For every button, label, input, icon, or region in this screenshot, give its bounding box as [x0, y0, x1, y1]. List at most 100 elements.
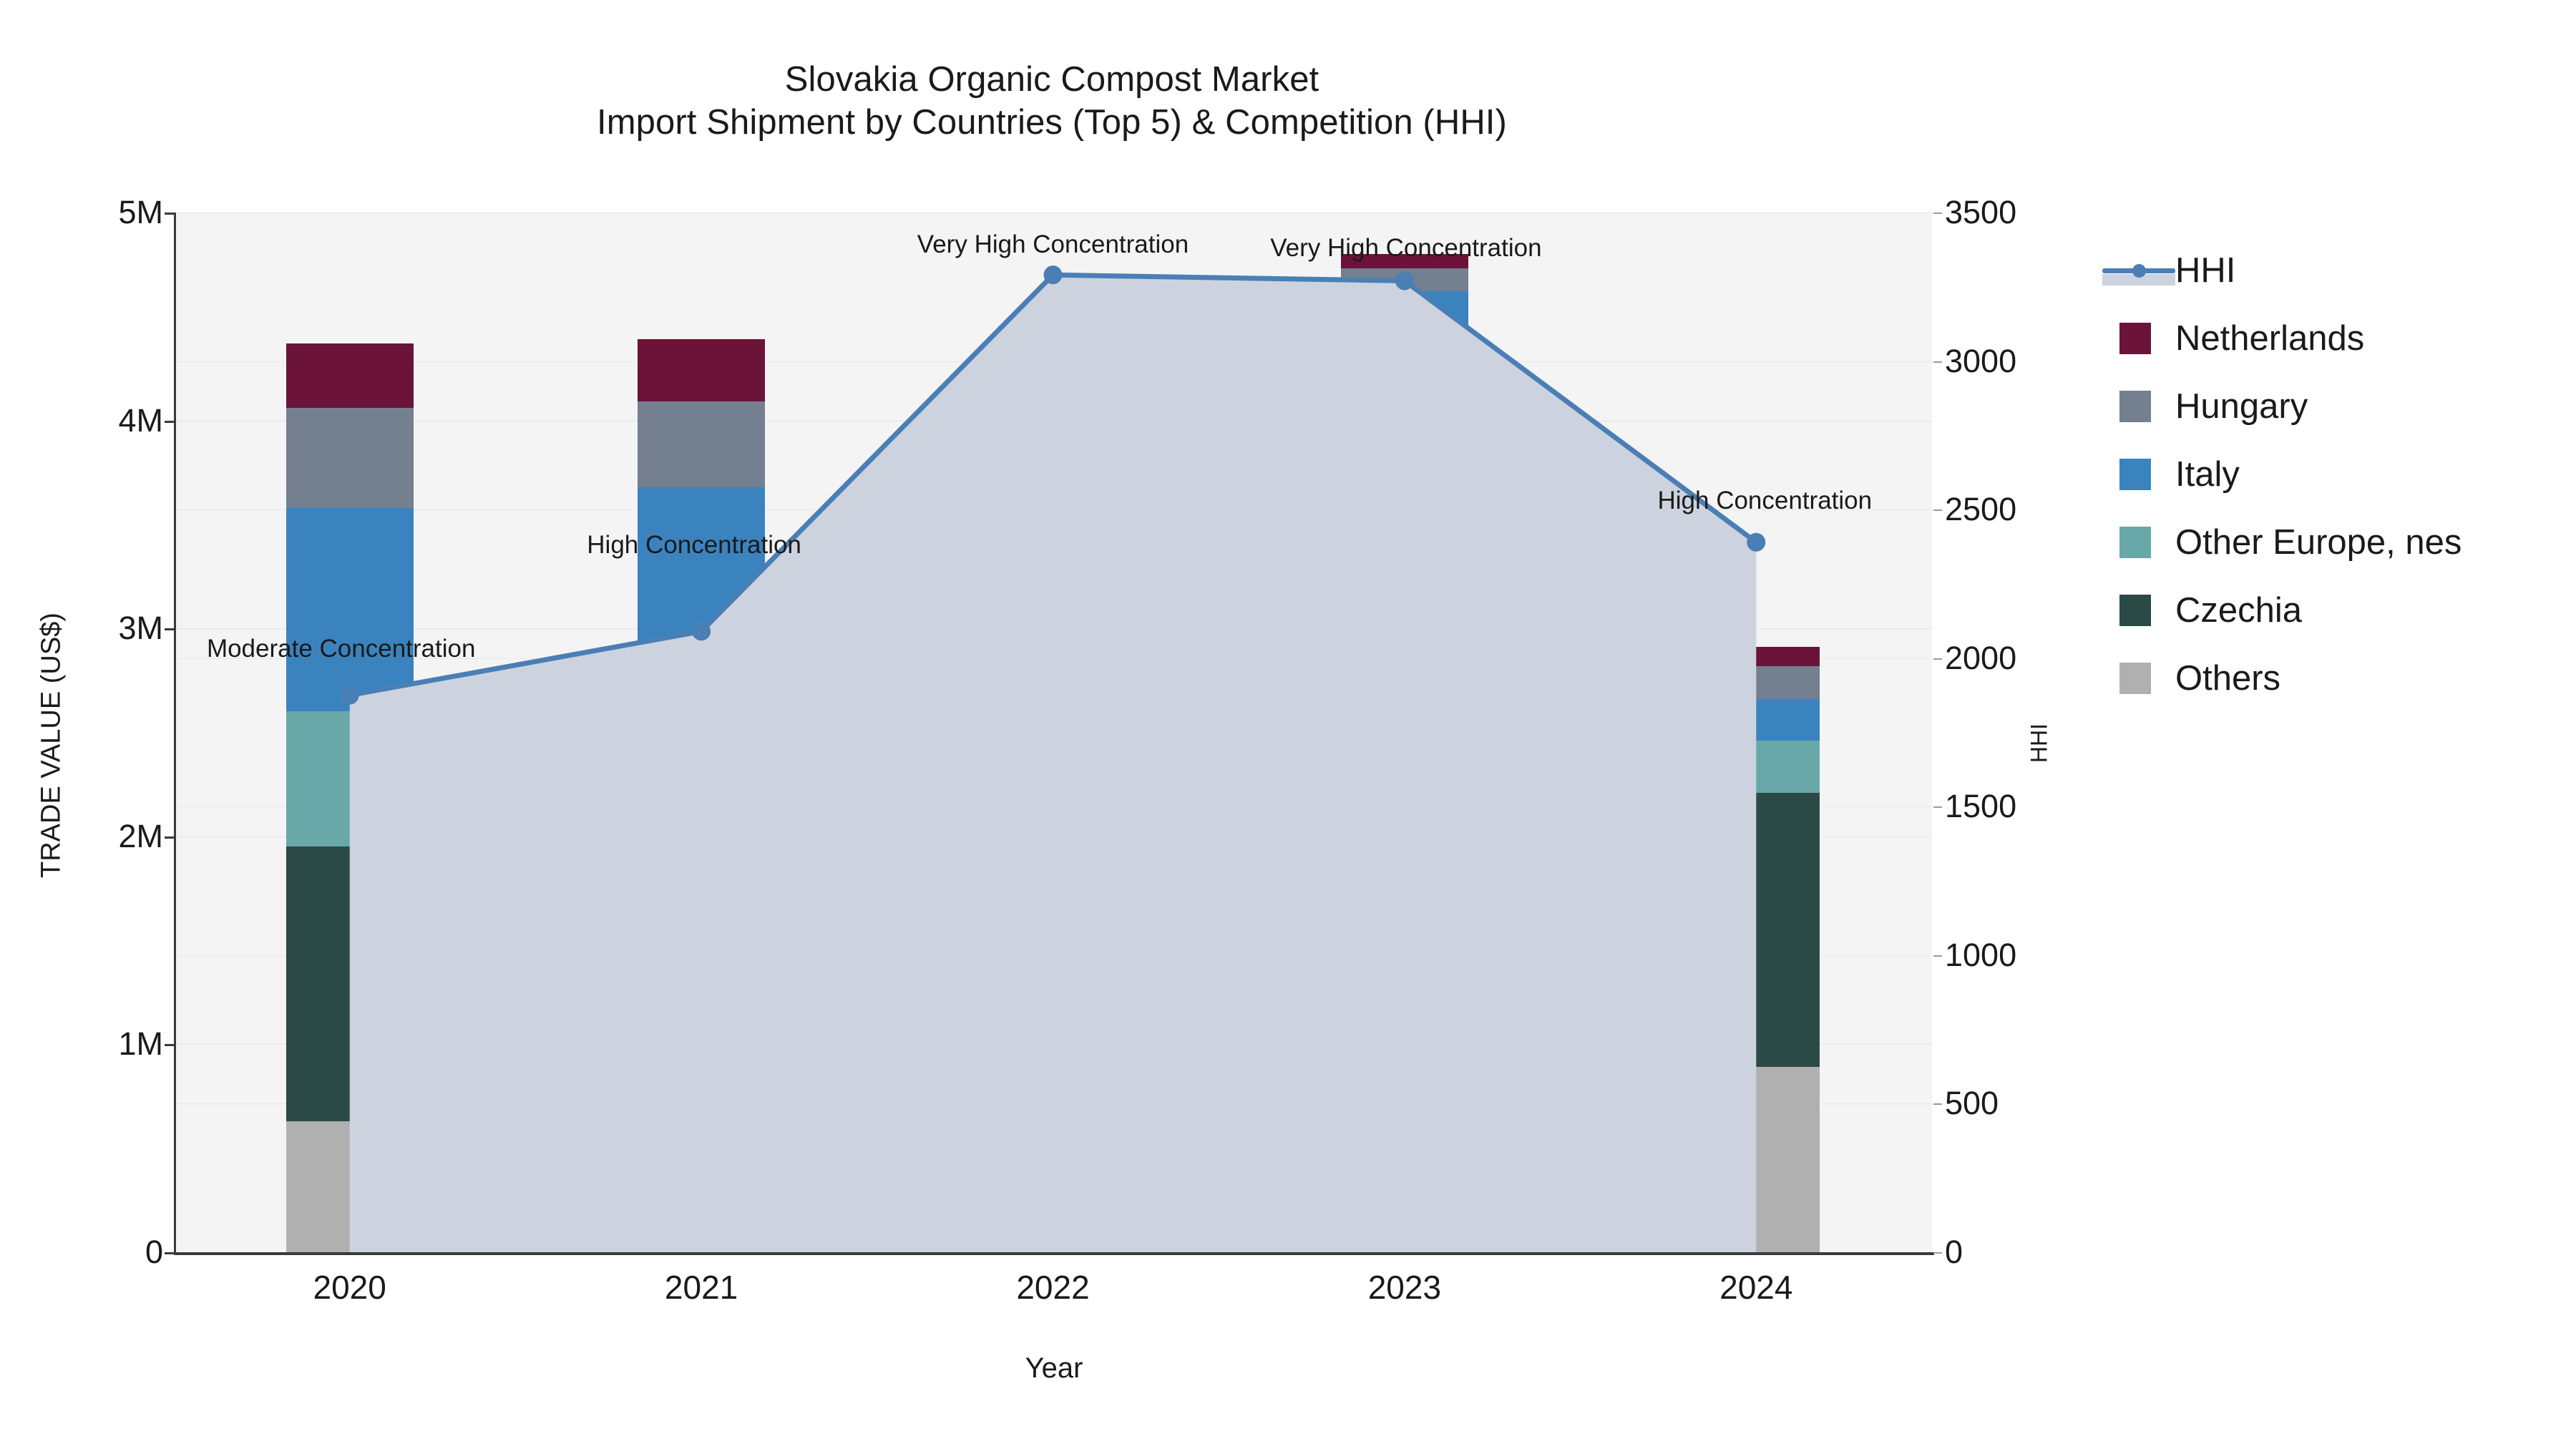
y-axis-right-tick-label: 1000	[1945, 936, 2017, 973]
bar-segment[interactable]	[1692, 741, 1820, 793]
y-axis-right-tick-mark	[1933, 509, 1942, 512]
y-axis-left-tick-mark	[165, 213, 174, 215]
bar-segment[interactable]	[1340, 291, 1468, 416]
bar-segment[interactable]	[638, 487, 766, 645]
legend-swatch-icon	[2119, 594, 2151, 626]
y-axis-right-tick-mark	[1933, 955, 1942, 957]
y-axis-left-tick-label: 5M	[118, 194, 163, 230]
y-axis-right-tick-mark	[1933, 658, 1942, 660]
bar-segment[interactable]	[1692, 1067, 1820, 1252]
y-axis-right-tick-label: 2500	[1945, 491, 2017, 528]
chart-title-line2: Import Shipment by Countries (Top 5) & C…	[597, 102, 1507, 142]
hhi-annotation: High Concentration	[587, 531, 801, 560]
plot-area	[174, 213, 1932, 1252]
legend-marker-dot	[2132, 263, 2146, 278]
bar-segment[interactable]	[989, 379, 1117, 388]
y-axis-right-tick-mark	[1933, 361, 1942, 363]
bar-stack[interactable]	[638, 339, 766, 1252]
legend-item[interactable]: Other Europe, nes	[2102, 508, 2560, 576]
hhi-marker[interactable]	[1043, 265, 1063, 285]
legend-line-icon	[2102, 255, 2175, 286]
x-axis-spine	[174, 1252, 1934, 1255]
y-axis-left-tick-label: 4M	[118, 401, 163, 439]
y-axis-right-tick-label: 1500	[1945, 788, 2017, 825]
legend-area-fill	[2102, 273, 2175, 286]
bar-segment[interactable]	[286, 408, 414, 508]
legend-item[interactable]: Hungary	[2102, 372, 2560, 440]
bar-segment[interactable]	[638, 401, 766, 487]
x-axis-label: Year	[1025, 1352, 1083, 1384]
legend-item[interactable]: Italy	[2102, 440, 2560, 508]
bar-segment[interactable]	[286, 1121, 414, 1252]
bar-segment[interactable]	[286, 343, 414, 409]
bar-segment[interactable]	[989, 892, 1117, 1105]
bar-stack[interactable]	[1340, 254, 1468, 1252]
hhi-annotation: High Concentration	[1657, 486, 1873, 514]
bar-segment[interactable]	[638, 1127, 766, 1252]
bar-segment[interactable]	[1692, 647, 1820, 666]
y-axis-left-tick-label: 3M	[118, 610, 163, 647]
legend-item[interactable]: HHI	[2102, 236, 2560, 304]
bar-segment[interactable]	[989, 1104, 1117, 1252]
bar-segment[interactable]	[1340, 930, 1468, 1151]
y-axis-right-tick-mark	[1933, 1103, 1942, 1106]
y-axis-right-tick-mark	[1933, 806, 1942, 809]
legend-item[interactable]: Netherlands	[2102, 304, 2560, 372]
y-axis-right-tick-label: 500	[1945, 1085, 1999, 1122]
legend-item[interactable]: Others	[2102, 644, 2560, 712]
legend-item-label: Netherlands	[2175, 318, 2365, 358]
bar-segment[interactable]	[1340, 1150, 1468, 1252]
y-axis-left-tick-mark	[165, 1044, 174, 1047]
legend-item-label: Hungary	[2175, 386, 2308, 426]
y-axis-right-tick-label: 2000	[1945, 639, 2017, 676]
hhi-annotation: Very High Concentration	[1270, 234, 1542, 263]
y-axis-left-tick-mark	[165, 420, 174, 423]
bar-segment[interactable]	[286, 711, 414, 847]
y-axis-right-tick-label: 3500	[1945, 194, 2017, 230]
gridline	[174, 361, 1932, 362]
hhi-marker[interactable]	[1747, 532, 1766, 552]
bar-segment[interactable]	[1340, 268, 1468, 292]
bar-segment[interactable]	[286, 847, 414, 1121]
legend-item-label: Italy	[2175, 454, 2240, 494]
x-axis-tick-label: 2022	[1016, 1269, 1090, 1306]
bar-segment[interactable]	[1340, 416, 1468, 930]
y-axis-left-label: TRADE VALUE (US$)	[36, 613, 67, 878]
bar-stack[interactable]	[1692, 647, 1820, 1252]
y-axis-right-tick-mark	[1933, 213, 1942, 214]
legend-item[interactable]: Czechia	[2102, 576, 2560, 644]
y-axis-left-tick-label: 2M	[118, 817, 163, 854]
x-axis-tick-label: 2023	[1367, 1269, 1442, 1306]
bar-segment[interactable]	[1340, 254, 1468, 269]
bar-segment[interactable]	[1692, 792, 1820, 1068]
y-axis-left-tick-label: 1M	[118, 1025, 163, 1063]
bar-segment[interactable]	[989, 387, 1117, 423]
bar-segment[interactable]	[638, 339, 766, 402]
x-axis-tick-label: 2020	[313, 1269, 386, 1306]
legend-item-label: HHI	[2175, 250, 2236, 290]
y-axis-left-tick-label: 0	[145, 1234, 163, 1270]
bar-segment[interactable]	[989, 422, 1117, 441]
bar-stack[interactable]	[989, 379, 1117, 1252]
y-axis-left-spine	[174, 213, 176, 1254]
x-axis-tick-label: 2021	[664, 1269, 738, 1306]
y-axis-left-tick-mark	[165, 836, 174, 839]
bar-stack[interactable]	[286, 343, 414, 1252]
bar-segment[interactable]	[638, 792, 766, 1128]
bar-segment[interactable]	[989, 441, 1117, 893]
legend-item-label: Others	[2175, 658, 2281, 698]
legend-item-label: Other Europe, nes	[2175, 522, 2462, 562]
y-axis-right-label: HHI	[2026, 723, 2052, 763]
bar-segment[interactable]	[1692, 665, 1820, 700]
legend-swatch-icon	[2119, 390, 2151, 422]
chart-legend: HHI Netherlands Hungary Italy Other Europe, …	[2102, 236, 2560, 712]
bar-segment[interactable]	[286, 507, 414, 712]
bar-segment[interactable]	[638, 645, 766, 793]
bar-segment[interactable]	[1692, 699, 1820, 741]
y-axis-right-tick-mark	[1933, 1252, 1942, 1254]
legend-item-label: Czechia	[2175, 590, 2303, 630]
legend-swatch-icon	[2119, 526, 2151, 558]
chart-title-line1: Slovakia Organic Compost Market	[784, 60, 1319, 99]
y-axis-right-tick-label: 0	[1945, 1234, 1963, 1270]
